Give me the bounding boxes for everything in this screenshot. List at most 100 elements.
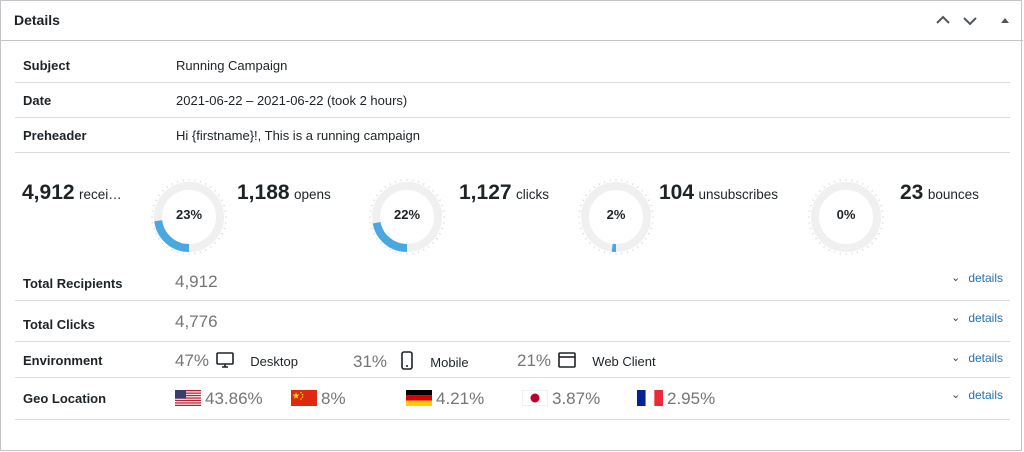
ring-tick — [823, 185, 826, 189]
move-down-button[interactable] — [959, 9, 981, 31]
ring-tick — [220, 199, 224, 202]
ring-tick — [828, 248, 831, 252]
geo-percent: 43.86% — [205, 389, 263, 408]
ring-tick — [209, 185, 212, 189]
triangle-up-icon — [1001, 18, 1009, 23]
ring-tick — [372, 199, 376, 202]
total-clicks-value: 4,776 — [175, 312, 218, 331]
ring-progress — [372, 182, 442, 252]
ring-tick — [157, 194, 161, 197]
ring-tick — [394, 251, 397, 254]
ring-tick — [214, 242, 217, 245]
ring-tick — [171, 248, 174, 252]
env-name: Desktop — [250, 354, 298, 369]
ring-tick — [809, 204, 812, 207]
ring-tick — [641, 242, 644, 245]
ring-tick — [394, 180, 397, 183]
subject-label: Subject — [23, 58, 70, 73]
ring-tick — [438, 232, 442, 235]
ring-tick — [379, 242, 382, 245]
ring-tick — [223, 227, 226, 230]
ring-tick — [441, 227, 444, 230]
ring-tick — [427, 185, 430, 189]
recipients-label: recei… — [79, 187, 122, 202]
ring-progress — [581, 182, 651, 252]
chevron-down-icon: ⌄ — [951, 389, 961, 401]
chevron-down-icon: ⌄ — [951, 272, 961, 284]
toggle-panel-button[interactable] — [994, 9, 1016, 31]
move-up-button[interactable] — [932, 9, 954, 31]
ring-tick — [598, 182, 601, 186]
recipients-stat: 4,912 recei… — [22, 181, 122, 205]
environment-details-link[interactable]: ⌄ details — [951, 351, 1003, 365]
ring-tick — [441, 204, 444, 207]
preheader-value: Hi {firstname}!, This is a running campa… — [176, 128, 420, 143]
opens-percent: 23% — [175, 207, 203, 222]
bounces-label: bounces — [927, 187, 979, 202]
total-recipients-row: Total Recipients 4,912 ⌄ details — [15, 263, 1010, 301]
unsubscribes-ring — [578, 179, 654, 255]
geo-details-link[interactable]: ⌄ details — [951, 388, 1003, 402]
opens-stat: 1,188 opens — [237, 181, 331, 205]
ring-tick — [375, 237, 379, 240]
ring-tick — [154, 232, 158, 235]
ring-tick — [435, 237, 439, 240]
total-recipients-value: 4,912 — [175, 272, 218, 291]
env-percent: 47% — [175, 351, 210, 370]
ring-tick — [584, 237, 588, 240]
opens-label: opens — [294, 187, 331, 202]
geo-percent: 8% — [321, 389, 346, 408]
ring-tick — [370, 227, 373, 230]
ring-tick — [631, 182, 634, 186]
ring-tick — [154, 199, 158, 202]
ring-tick — [644, 194, 648, 197]
ring-tick — [199, 180, 202, 183]
cn-flag-icon — [291, 390, 317, 406]
geo-item-us: 43.86% — [175, 389, 263, 409]
ring-tick — [626, 180, 629, 183]
ring-tick — [379, 189, 382, 192]
recipients-count: 4,912 — [22, 181, 75, 204]
geo-location-row: Geo Location ⌄ details — [15, 378, 1010, 420]
total-recipients-details-link[interactable]: ⌄ details — [951, 271, 1003, 285]
ring-tick — [593, 185, 596, 189]
ring-tick — [636, 245, 639, 249]
ring-tick — [644, 237, 648, 240]
ring-tick — [217, 237, 221, 240]
geo-item-cn: 8% — [291, 389, 346, 409]
ring-tick — [375, 194, 379, 197]
ring-tick — [199, 251, 202, 254]
ring-tick — [866, 245, 869, 249]
ring-tick — [157, 237, 161, 240]
chevron-down-icon: ⌄ — [951, 352, 961, 364]
total-clicks-label: Total Clicks — [23, 317, 96, 332]
ring-tick — [422, 182, 425, 186]
details-label: details — [968, 388, 1003, 402]
total-clicks-details-link[interactable]: ⌄ details — [951, 311, 1003, 325]
ring-tick — [861, 248, 864, 252]
bounces-count: 23 — [900, 181, 924, 204]
ring-tick — [861, 182, 864, 186]
ring-tick — [811, 199, 815, 202]
ring-tick — [427, 245, 430, 249]
ring-tick — [871, 189, 874, 192]
ring-tick — [435, 194, 439, 197]
ring-tick — [818, 242, 821, 245]
ring-tick — [223, 204, 226, 207]
ring-progress — [154, 182, 224, 252]
chevron-up-icon — [936, 15, 950, 24]
ring-tick — [417, 180, 420, 183]
us-flag-icon — [175, 390, 201, 406]
ring-track — [811, 182, 881, 252]
chevron-down-icon: ⌄ — [951, 312, 961, 324]
geo-percent: 3.87% — [552, 389, 601, 408]
ring-tick — [438, 199, 442, 202]
ring-tick — [579, 204, 582, 207]
ring-tick — [171, 182, 174, 186]
unsubscribes-donut: 2% — [578, 179, 654, 255]
ring-tick — [581, 232, 585, 235]
ring-tick — [866, 185, 869, 189]
env-percent: 21% — [517, 351, 552, 370]
ring-tick — [384, 185, 387, 189]
ring-tick — [161, 242, 164, 245]
